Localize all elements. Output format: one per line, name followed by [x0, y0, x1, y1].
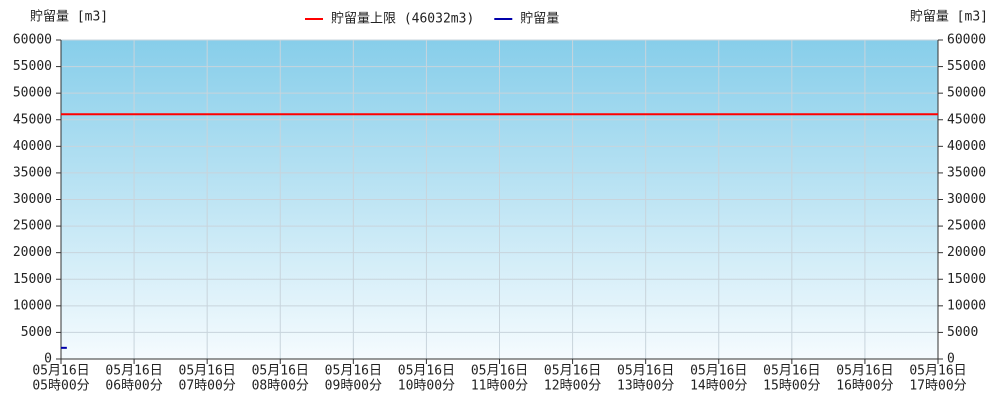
x-tick-label: 13時00分 [617, 379, 674, 394]
legend-label: 貯留量上限 (46032m3) [331, 12, 474, 27]
x-tick-label: 09時00分 [325, 379, 382, 394]
y2-tick-label: 20000 [947, 245, 986, 260]
x-tick-label: 05月16日 [544, 364, 601, 379]
y2-tick-label: 30000 [947, 192, 986, 207]
x-tick-label: 16時00分 [836, 379, 893, 394]
y2-tick-label: 40000 [947, 139, 986, 154]
legend: 貯留量上限 (46032m3) 貯留量 [305, 12, 559, 27]
y2-axis-title: 貯留量 [m3] [910, 10, 988, 25]
y2-tick-label: 60000 [947, 33, 986, 48]
y-tick-label: 25000 [13, 219, 52, 234]
x-tick-label: 05月16日 [252, 364, 309, 379]
x-tick-label: 05月16日 [763, 364, 820, 379]
x-tick-label: 05月16日 [471, 364, 528, 379]
x-tick-label: 06時00分 [105, 379, 162, 394]
y-tick-label: 55000 [13, 59, 52, 74]
y2-tick-label: 15000 [947, 272, 986, 287]
y-tick-label: 15000 [13, 272, 52, 287]
legend-label: 貯留量 [520, 12, 559, 27]
x-tick-label: 05月16日 [325, 364, 382, 379]
x-tick-label: 05月16日 [398, 364, 455, 379]
x-tick-label: 15時00分 [763, 379, 820, 394]
x-tick-label: 07時00分 [179, 379, 236, 394]
y-tick-label: 20000 [13, 245, 52, 260]
y-axis-title: 貯留量 [m3] [30, 10, 108, 25]
x-tick-label: 05月16日 [32, 364, 89, 379]
x-tick-label: 05月16日 [836, 364, 893, 379]
x-tick-label: 11時00分 [471, 379, 528, 394]
y2-tick-label: 45000 [947, 112, 986, 127]
y-tick-label: 60000 [13, 33, 52, 48]
y2-tick-label: 55000 [947, 59, 986, 74]
x-tick-label: 12時00分 [544, 379, 601, 394]
y2-tick-label: 10000 [947, 298, 986, 313]
x-tick-label: 08時00分 [252, 379, 309, 394]
x-tick-label: 05月16日 [690, 364, 747, 379]
y-tick-label: 45000 [13, 112, 52, 127]
x-tick-label: 10時00分 [398, 379, 455, 394]
y2-tick-label: 5000 [947, 325, 978, 340]
y-tick-label: 30000 [13, 192, 52, 207]
y2-tick-label: 35000 [947, 165, 986, 180]
y-tick-label: 40000 [13, 139, 52, 154]
y-tick-label: 0 [44, 352, 52, 367]
x-tick-label: 17時00分 [909, 379, 966, 394]
x-tick-label: 05月16日 [617, 364, 674, 379]
x-tick-label: 05月16日 [179, 364, 236, 379]
x-tick-label: 14時00分 [690, 379, 747, 394]
y-tick-label: 10000 [13, 298, 52, 313]
x-tick-label: 05月16日 [105, 364, 162, 379]
y2-tick-label: 0 [947, 352, 955, 367]
x-tick-label: 05時00分 [32, 379, 89, 394]
y2-tick-label: 50000 [947, 86, 986, 101]
y-tick-label: 50000 [13, 86, 52, 101]
y-tick-label: 5000 [21, 325, 52, 340]
y2-tick-label: 25000 [947, 219, 986, 234]
y-tick-label: 35000 [13, 165, 52, 180]
x-tick-label: 05月16日 [909, 364, 966, 379]
